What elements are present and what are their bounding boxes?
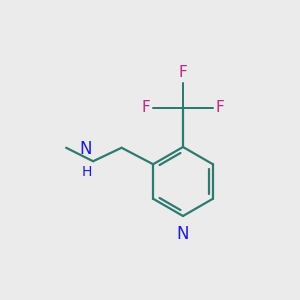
- Text: N: N: [79, 140, 92, 158]
- Text: H: H: [81, 165, 92, 179]
- Text: F: F: [142, 100, 151, 116]
- Text: N: N: [177, 225, 189, 243]
- Text: F: F: [178, 65, 188, 80]
- Text: F: F: [215, 100, 224, 116]
